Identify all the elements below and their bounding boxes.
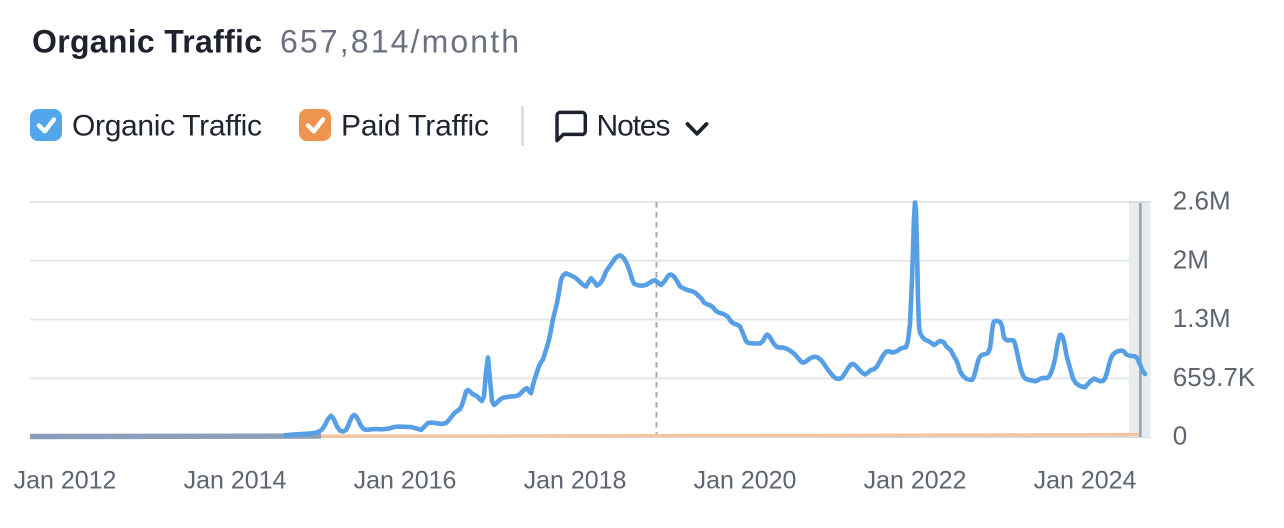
svg-text:Jan 2022: Jan 2022 — [864, 467, 967, 495]
svg-text:Organic Traffic: Organic Traffic — [72, 110, 262, 143]
svg-text:2M: 2M — [1173, 244, 1209, 274]
svg-text:Jan 2018: Jan 2018 — [524, 467, 627, 495]
svg-text:2.6M: 2.6M — [1173, 186, 1231, 216]
svg-text:Notes: Notes — [597, 110, 671, 143]
svg-text:Jan 2024: Jan 2024 — [1034, 467, 1137, 495]
svg-text:Jan 2016: Jan 2016 — [354, 467, 457, 495]
svg-text:0: 0 — [1173, 421, 1187, 451]
svg-text:Jan 2012: Jan 2012 — [14, 467, 117, 495]
svg-text:Organic Traffic: Organic Traffic — [32, 24, 262, 60]
svg-text:Paid Traffic: Paid Traffic — [341, 110, 489, 143]
svg-text:1.3M: 1.3M — [1173, 303, 1231, 333]
svg-text:659.7K: 659.7K — [1173, 362, 1256, 392]
svg-text:Jan 2014: Jan 2014 — [184, 467, 287, 495]
svg-text:Jan 2020: Jan 2020 — [694, 467, 797, 495]
svg-text:657,814/month: 657,814/month — [280, 24, 519, 60]
